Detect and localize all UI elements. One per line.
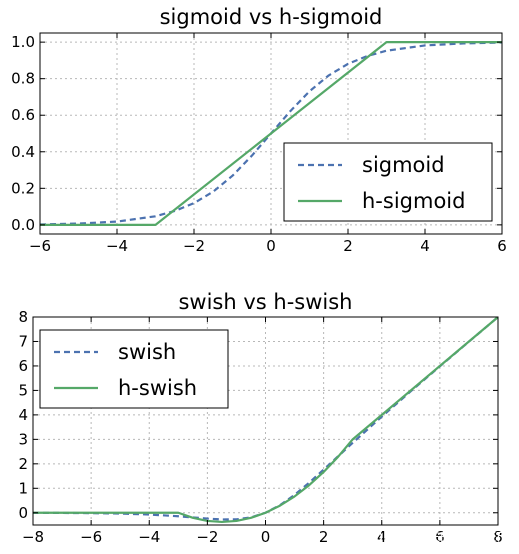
x-tick-label: −2	[183, 237, 205, 255]
x-tick-label: −8	[22, 528, 44, 546]
y-tick-label: 0.2	[11, 179, 35, 197]
x-tick-label: 4	[377, 528, 387, 546]
y-tick-label: 7	[18, 332, 28, 350]
x-tick-label: 4	[420, 237, 430, 255]
y-tick-label: 2	[18, 455, 28, 473]
x-tick-label: 8	[493, 528, 503, 546]
x-tick-label: 2	[319, 528, 329, 546]
legend-label-sigmoid: sigmoid	[362, 153, 445, 177]
series-line-h-sigmoid	[40, 41, 502, 226]
x-tick-label: 6	[435, 528, 445, 546]
y-tick-label: 1.0	[11, 33, 35, 51]
y-tick-label: 6	[18, 357, 28, 375]
x-tick-label: −6	[29, 237, 51, 255]
x-tick-label: 0	[261, 528, 271, 546]
y-tick-label: 5	[18, 381, 28, 399]
x-tick-label: −6	[80, 528, 102, 546]
x-tick-label: −2	[196, 528, 218, 546]
x-tick-label: 2	[343, 237, 353, 255]
y-tick-label: 0.6	[11, 106, 35, 124]
legend: swish h-swish	[39, 329, 229, 409]
x-tick-label: 6	[497, 237, 507, 255]
legend-box	[283, 142, 493, 222]
y-tick-label: 0.4	[11, 143, 35, 161]
chart-swish: swish vs h-swish −8 −6 −4 −2 0 2 4 6 8 0 1 2 3 4 5 6 7 8 sw…	[18, 290, 502, 546]
legend-box	[39, 329, 229, 409]
y-tick-label: 0	[18, 504, 28, 522]
series-line-h-swish	[33, 317, 498, 524]
legend-label-h-sigmoid: h-sigmoid	[362, 189, 465, 213]
chart-sigmoid: sigmoid vs h-sigmoid −6 −4 −2 0 2 4 6 0.0 0.2 0.4 0…	[11, 5, 507, 255]
chart-title: swish vs h-swish	[178, 290, 352, 314]
y-tick-label: 0.8	[11, 70, 35, 88]
watermark-text: CSDN @春末的南方城市	[354, 529, 510, 546]
x-tick-label: 0	[266, 237, 276, 255]
y-tick-label: 8	[18, 308, 28, 326]
y-tick-label: 4	[18, 406, 28, 424]
y-tick-label: 1	[18, 479, 28, 497]
y-tick-label: 3	[18, 430, 28, 448]
x-tick-label: −4	[138, 528, 160, 546]
plot-area	[40, 41, 502, 226]
plot-area	[33, 317, 498, 524]
chart-title: sigmoid vs h-sigmoid	[160, 5, 383, 29]
legend: sigmoid h-sigmoid	[283, 142, 493, 222]
x-tick-label: −4	[106, 237, 128, 255]
legend-label-h-swish: h-swish	[118, 376, 197, 400]
y-tick-label: 0.0	[11, 216, 35, 234]
legend-label-swish: swish	[118, 340, 176, 364]
